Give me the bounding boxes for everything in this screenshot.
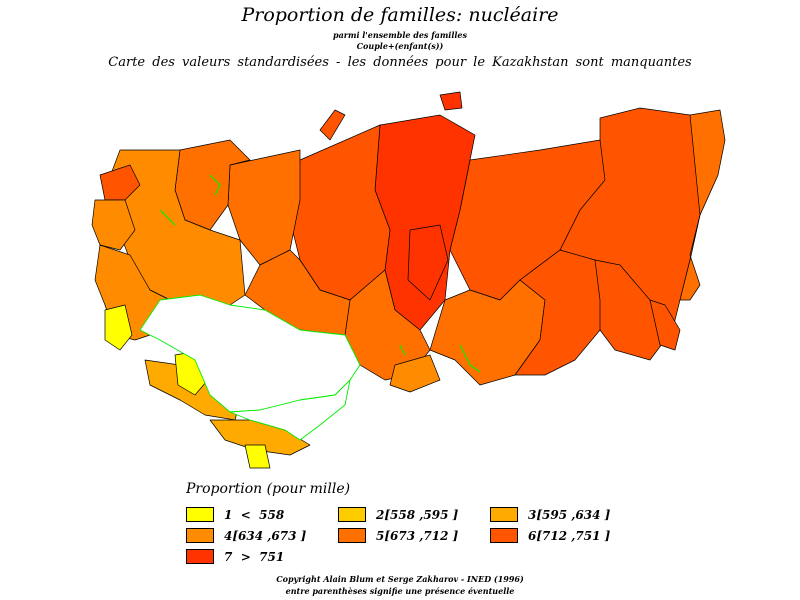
legend-label-1: 1 < 558 [224,508,285,522]
legend-label-5: 5[673 ,712 ] [376,529,459,543]
region-moldova [104,304,133,351]
region-chita [514,249,601,376]
footnote: entre parenthèses signifie une présence … [285,586,515,596]
map-subtitle-population: parmi l'ensemble des familles [332,30,467,40]
legend-swatch-1 [186,507,214,522]
map-subtitle-note: Carte des valeurs standardisées - les do… [108,55,692,70]
legend-swatch-7 [186,549,214,564]
legend-label-2: 2[558 ,595 ] [376,508,459,522]
region-baltic [99,164,141,201]
region-map [91,91,726,469]
legend-swatch-5 [338,528,366,543]
region-sakhalin [649,299,681,351]
region-severnaya-zemlya [439,91,463,111]
map-subtitle-definition: Couple+(enfant(s)) [356,41,444,51]
map-regions [91,91,726,469]
copyright: Copyright Alain Blum et Serge Zakharov -… [276,574,524,584]
region-tuva [389,354,441,393]
legend-swatch-4 [186,528,214,543]
region-magadan [679,109,726,301]
map-title: Proportion de familles: nucléaire [241,4,559,26]
legend-label-6: 6[712 ,751 ] [528,529,611,543]
lake-outlines [159,174,481,373]
legend-label-7: 7 > 751 [224,550,285,564]
region-novaya-zemlya [319,109,346,141]
region-evenkia [407,224,449,301]
region-belarus [91,199,136,251]
legend-swatch-6 [490,528,518,543]
legend-label-3: 3[595 ,634 ] [528,508,611,522]
legend-label-4: 4[634 ,673 ] [224,529,307,543]
legend-swatch-2 [338,507,366,522]
region-ural [244,249,351,336]
region-azerbaijan [244,444,271,469]
region-central-asia-missing [229,379,351,441]
legend-title: Proportion (pour mille) [186,481,351,497]
legend-swatch-3 [490,507,518,522]
